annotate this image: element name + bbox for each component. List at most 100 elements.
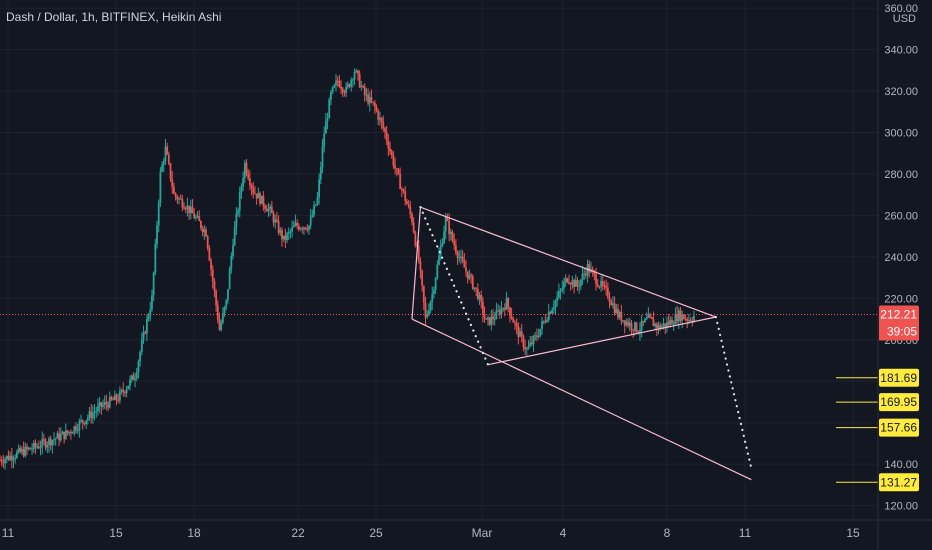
candle-body bbox=[98, 402, 101, 406]
candle-body bbox=[287, 231, 290, 234]
candle-body bbox=[281, 229, 283, 240]
candle-body bbox=[679, 310, 682, 321]
candle-body bbox=[144, 332, 147, 334]
candle-body bbox=[541, 321, 543, 329]
target-price-label-bg bbox=[879, 418, 919, 437]
candle-body bbox=[267, 208, 270, 212]
candle-body bbox=[76, 430, 79, 432]
candle-body bbox=[194, 217, 197, 219]
candle-body bbox=[564, 278, 567, 283]
candle-body bbox=[687, 319, 690, 321]
candle-body bbox=[230, 255, 233, 270]
candle-body bbox=[54, 438, 57, 440]
candle-body bbox=[581, 273, 584, 280]
candle-body bbox=[311, 215, 314, 217]
candle-body bbox=[601, 280, 604, 286]
candle-body bbox=[667, 321, 670, 325]
candle-body bbox=[41, 439, 44, 448]
candle-body bbox=[341, 88, 344, 93]
candle-body bbox=[286, 233, 288, 241]
candle-body bbox=[7, 455, 10, 460]
candle-body bbox=[299, 228, 302, 230]
candle-body bbox=[27, 447, 30, 450]
candle-body bbox=[233, 227, 236, 246]
candle-body bbox=[382, 122, 385, 129]
channel-left-edge bbox=[411, 207, 422, 320]
candle-body bbox=[247, 173, 250, 179]
candle-body bbox=[612, 303, 614, 306]
candle-body bbox=[200, 221, 202, 228]
candle-body bbox=[466, 271, 469, 279]
candle-body bbox=[117, 399, 120, 401]
candle-body bbox=[431, 294, 434, 302]
candle-body bbox=[654, 323, 657, 327]
candle-body bbox=[598, 286, 601, 288]
candle-body bbox=[412, 222, 415, 233]
candle-body bbox=[471, 276, 474, 289]
candle-body bbox=[470, 274, 472, 277]
candle-body bbox=[628, 322, 631, 326]
x-tick-label: 11 bbox=[2, 526, 15, 540]
candle-body bbox=[243, 162, 246, 178]
candle-body bbox=[210, 260, 212, 270]
candle-body bbox=[395, 168, 398, 170]
candle-body bbox=[51, 440, 54, 446]
candle-body bbox=[66, 430, 69, 434]
candle-body bbox=[336, 80, 339, 82]
candle-body bbox=[24, 446, 27, 456]
candle-body bbox=[37, 446, 40, 449]
candle-body bbox=[350, 79, 353, 87]
candle-body bbox=[129, 379, 131, 386]
candle-body bbox=[392, 154, 395, 166]
candle-body bbox=[400, 188, 403, 190]
candle-body bbox=[189, 206, 192, 214]
x-tick-label: 15 bbox=[109, 526, 123, 540]
candle-body bbox=[183, 207, 185, 209]
candle-body bbox=[166, 146, 169, 155]
candle-body bbox=[503, 308, 506, 310]
candle-body bbox=[660, 326, 663, 329]
candle-body bbox=[436, 264, 439, 279]
candle-body bbox=[112, 399, 115, 401]
candle-body bbox=[193, 213, 196, 219]
candle-body bbox=[537, 336, 540, 338]
candle-body bbox=[303, 227, 305, 230]
candle-body bbox=[196, 216, 199, 218]
candle-body bbox=[95, 411, 98, 413]
x-tick-label: 22 bbox=[291, 526, 305, 540]
candle-body bbox=[693, 315, 695, 321]
candle-body bbox=[26, 446, 28, 450]
candle-body bbox=[2, 462, 5, 464]
candle-body bbox=[406, 201, 408, 205]
candle-body bbox=[625, 321, 628, 326]
candle-body bbox=[346, 84, 349, 87]
candle-body bbox=[534, 335, 537, 337]
candle-body bbox=[179, 198, 182, 200]
candle-body bbox=[297, 226, 300, 230]
candle-body bbox=[443, 231, 445, 244]
x-tick-label: 11 bbox=[739, 526, 752, 540]
candle-body bbox=[237, 210, 239, 214]
candle-body bbox=[132, 375, 135, 381]
candle-body bbox=[85, 420, 88, 424]
candle-body bbox=[61, 431, 64, 435]
candle-body bbox=[318, 179, 321, 198]
candle-body bbox=[265, 209, 268, 212]
candle-body bbox=[284, 235, 287, 241]
candle-body bbox=[335, 80, 337, 85]
candle-body bbox=[456, 252, 459, 258]
candle-body bbox=[433, 289, 435, 295]
candle-body bbox=[333, 84, 336, 88]
candle-body bbox=[674, 313, 677, 324]
candle-body bbox=[319, 167, 322, 180]
candle-body bbox=[546, 319, 548, 322]
candle-body bbox=[527, 346, 530, 349]
candle-body bbox=[610, 301, 613, 306]
candle-body bbox=[0, 460, 1, 462]
candle-body bbox=[164, 146, 167, 162]
candle-body bbox=[593, 271, 596, 275]
candle-body bbox=[257, 192, 260, 199]
